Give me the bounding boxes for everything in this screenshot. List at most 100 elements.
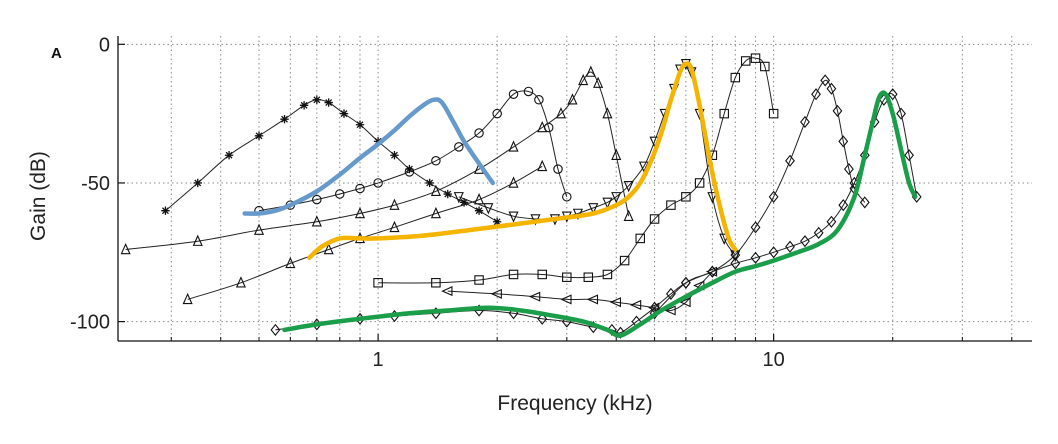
data-point	[623, 209, 634, 221]
data-point	[593, 76, 604, 88]
data-series-0	[161, 95, 502, 226]
data-point	[760, 61, 770, 72]
data-series-5	[373, 53, 779, 288]
data-point	[666, 200, 676, 210]
data-point	[730, 248, 741, 262]
y-tick-label: -100	[70, 312, 110, 334]
data-point	[800, 235, 810, 248]
data-point	[354, 206, 366, 219]
data-point	[740, 56, 751, 66]
data-point	[389, 198, 400, 210]
data-point	[192, 234, 203, 246]
y-tick-label: -50	[81, 173, 110, 195]
data-point	[508, 140, 519, 152]
series-line	[165, 99, 498, 223]
data-point	[254, 131, 264, 141]
data-point	[719, 108, 729, 119]
data-point	[904, 149, 914, 162]
data-point	[193, 178, 202, 188]
data-point	[459, 198, 469, 207]
data-point	[785, 240, 795, 253]
y-axis-label: Gain (dB)	[27, 151, 50, 241]
data-point	[611, 192, 622, 204]
data-point	[474, 193, 485, 205]
data-point	[578, 73, 589, 86]
data-point	[534, 95, 544, 105]
data-point	[750, 221, 761, 234]
data-point	[887, 88, 898, 101]
data-point	[537, 312, 548, 325]
data-point	[474, 128, 484, 138]
grid	[118, 36, 1032, 341]
data-point	[611, 148, 622, 160]
data-point	[707, 265, 718, 278]
data-point	[270, 323, 281, 336]
data-point	[285, 256, 296, 269]
data-point	[373, 178, 383, 188]
data-point	[431, 278, 441, 288]
data-point	[253, 223, 265, 235]
data-point	[560, 294, 572, 305]
data-point	[588, 203, 599, 215]
data-point	[355, 120, 365, 129]
data-point	[508, 89, 519, 99]
data-point	[120, 242, 131, 255]
data-point	[768, 190, 779, 203]
fit-curve-9	[242, 97, 496, 216]
data-point	[680, 276, 691, 289]
data-point	[324, 98, 333, 107]
data-point	[826, 215, 837, 228]
x-axis-label: Frequency (kHz)	[497, 392, 652, 415]
data-point	[508, 176, 519, 188]
data-point	[537, 120, 548, 133]
data-point	[492, 108, 502, 119]
data-point	[430, 184, 441, 197]
data-point	[730, 72, 741, 83]
data-point	[490, 288, 502, 299]
data-point	[768, 108, 779, 119]
data-point	[182, 292, 193, 305]
series-layer	[120, 53, 922, 339]
data-point	[404, 167, 415, 177]
data-series-6	[649, 74, 870, 320]
data-point	[425, 178, 434, 188]
data-point	[389, 220, 400, 233]
data-point	[609, 297, 621, 308]
data-point	[553, 164, 563, 174]
data-point	[750, 53, 761, 63]
data-point	[602, 197, 613, 209]
data-point	[312, 194, 322, 205]
data-point	[323, 242, 334, 255]
data-point	[826, 82, 837, 95]
data-point	[585, 65, 596, 77]
data-point	[311, 215, 322, 227]
data-point	[623, 180, 634, 193]
data-point	[454, 142, 464, 152]
fit-curve-11	[282, 90, 918, 338]
data-point	[844, 163, 854, 176]
data-point	[312, 95, 322, 104]
series-line	[654, 79, 866, 314]
data-point	[859, 196, 870, 209]
series-line	[378, 57, 775, 284]
data-point	[785, 154, 795, 167]
data-point	[339, 109, 349, 118]
data-point	[555, 107, 567, 119]
data-point	[832, 104, 843, 117]
data-series-2	[120, 65, 634, 255]
data-point	[161, 206, 170, 215]
data-point	[649, 214, 660, 224]
data-point	[820, 74, 831, 87]
data-point	[562, 192, 572, 202]
data-point	[629, 299, 642, 311]
series-line	[125, 71, 630, 250]
data-point	[355, 183, 365, 194]
data-point	[619, 255, 630, 266]
data-point	[602, 107, 613, 119]
tick-labels: 0 -50 -100 1 10	[70, 34, 785, 371]
data-point	[441, 286, 453, 297]
data-point	[523, 86, 534, 97]
data-point	[750, 251, 761, 264]
data-point	[430, 206, 441, 219]
data-point	[299, 101, 309, 110]
